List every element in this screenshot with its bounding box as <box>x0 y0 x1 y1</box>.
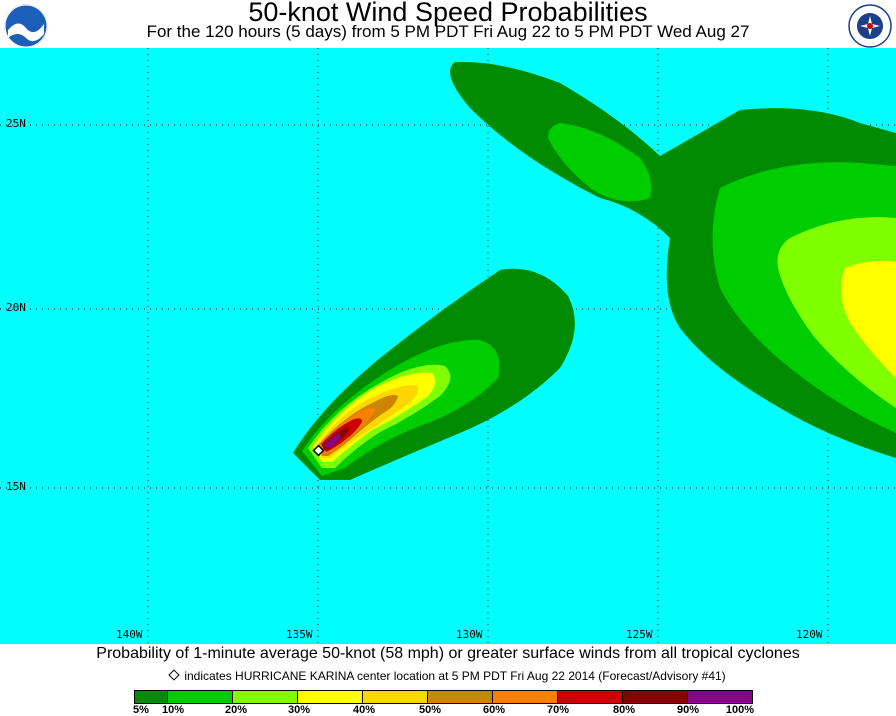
storm-marker-note: indicates HURRICANE KARINA center locati… <box>0 669 896 683</box>
legend-label: 60% <box>482 704 506 716</box>
color-swatch-60-70 <box>493 691 558 703</box>
noaa-logo-icon <box>4 4 48 48</box>
legend-label: 90% <box>676 704 700 716</box>
lon-label-120w: 120W <box>796 628 823 641</box>
lon-label-125w: 125W <box>626 628 653 641</box>
legend-label: 80% <box>612 704 636 716</box>
color-swatch-30-40 <box>298 691 363 703</box>
color-swatch-70-80 <box>558 691 623 703</box>
color-swatch-40-50 <box>363 691 428 703</box>
legend-label: 10% <box>161 704 185 716</box>
color-swatch-80-90 <box>623 691 688 703</box>
legend-label: 100% <box>725 704 755 716</box>
storm-center-diamond-icon <box>312 444 325 457</box>
storm-marker-note-text: indicates HURRICANE KARINA center locati… <box>184 669 726 683</box>
legend-label: 5% <box>133 704 149 716</box>
color-swatch-50-60 <box>428 691 493 703</box>
nws-logo-icon <box>848 4 892 48</box>
legend-label: 70% <box>546 704 570 716</box>
lat-label-25n: 25N <box>6 117 26 130</box>
lon-label-135w: 135W <box>286 628 313 641</box>
map-description: Probability of 1-minute average 50-knot … <box>96 645 800 662</box>
probability-color-bar <box>134 690 753 704</box>
legend-label: 40% <box>352 704 376 716</box>
legend-label: 50% <box>418 704 442 716</box>
color-swatch-10-20 <box>168 691 233 703</box>
lat-label-20n: 20N <box>6 301 26 314</box>
legend-label: 30% <box>287 704 311 716</box>
map-title: 50-knot Wind Speed Probabilities <box>248 0 648 27</box>
probability-swath-east <box>450 61 896 459</box>
diamond-icon <box>168 669 180 681</box>
legend-label: 20% <box>224 704 248 716</box>
probability-map <box>0 48 896 644</box>
probability-swath-karina <box>293 268 575 480</box>
map-subtitle: For the 120 hours (5 days) from 5 PM PDT… <box>146 22 750 41</box>
lat-label-15n: 15N <box>6 480 26 493</box>
color-swatch-5-10 <box>135 691 168 703</box>
lon-label-140w: 140W <box>116 628 143 641</box>
lon-label-130w: 130W <box>456 628 483 641</box>
color-swatch-20-30 <box>233 691 298 703</box>
color-swatch-90-100 <box>688 691 752 703</box>
